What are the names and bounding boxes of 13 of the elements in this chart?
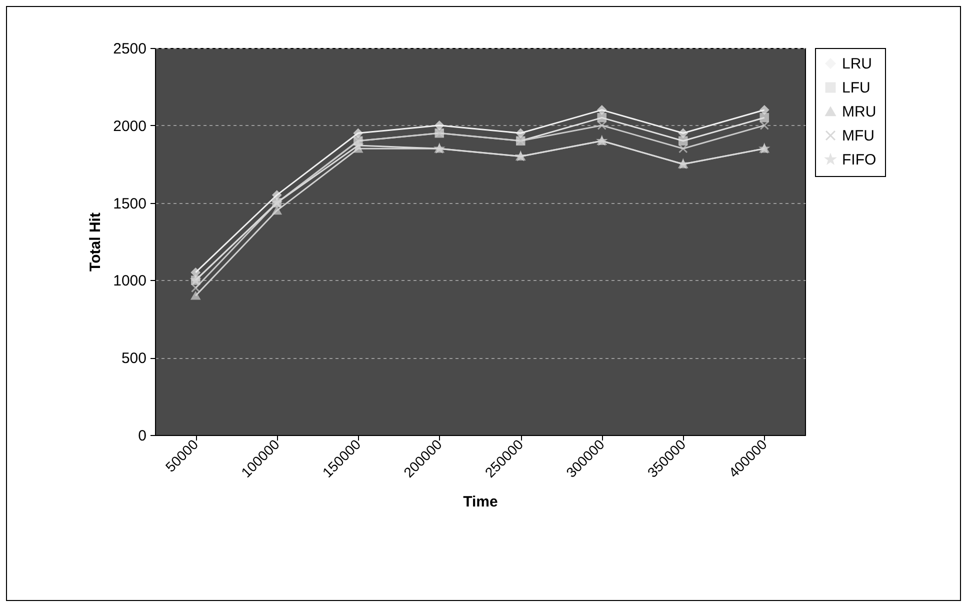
legend-label: LRU (842, 56, 872, 72)
y-tick-label: 2500 (113, 40, 146, 58)
y-tick-label: 1000 (113, 272, 146, 290)
legend-label: FIFO (842, 152, 876, 168)
y-tick-label: 0 (138, 428, 146, 444)
y-axis-title: Total Hit (87, 212, 104, 272)
y-tick-label: 2000 (113, 118, 146, 135)
legend-label: MFU (842, 128, 874, 144)
x-axis-title: Time (463, 493, 498, 510)
legend-label: LFU (842, 80, 870, 96)
y-tick-label: 1500 (113, 195, 146, 212)
y-tick-label: 500 (121, 350, 146, 368)
legend-label: MRU (842, 104, 876, 120)
